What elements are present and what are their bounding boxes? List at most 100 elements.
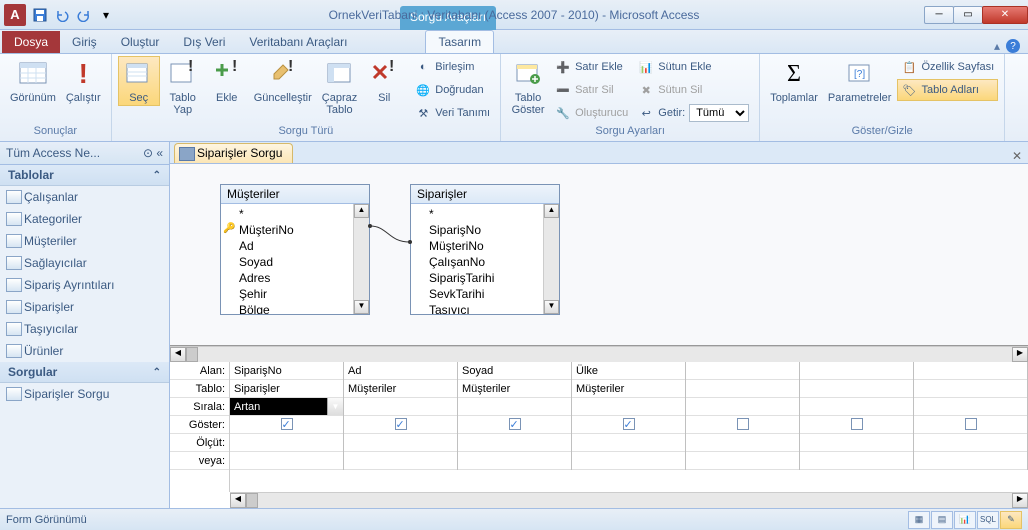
grid-cell-table[interactable] [686,380,799,398]
run-button[interactable]: ! Çalıştır [62,56,105,106]
select-query-button[interactable]: Seç [118,56,160,106]
scroll-up-icon[interactable]: ▲ [544,204,559,218]
design-view-icon[interactable]: ✎ [1000,511,1022,529]
maketable-button[interactable]: ! Tablo Yap [162,56,204,118]
grid-cell-table[interactable]: Müşteriler [458,380,571,398]
grid-cell-criteria[interactable] [230,434,343,452]
grid-cell-or[interactable] [914,452,1027,470]
grid-cell-show[interactable] [230,416,343,434]
scroll-right-icon[interactable]: ▶ [1012,347,1028,362]
grid-cell-table[interactable] [914,380,1027,398]
scroll-right-icon[interactable]: ▶ [1012,493,1028,508]
show-checkbox[interactable] [281,418,293,430]
builder-button[interactable]: 🔧Oluşturucu [551,102,632,124]
grid-cell-field[interactable] [686,362,799,380]
grid-cell-sort[interactable] [914,398,1027,416]
insertcol-button[interactable]: 📊Sütun Ekle [634,56,753,78]
field-item[interactable]: MüşteriNo [221,222,353,238]
help-icon[interactable]: ? [1006,39,1020,53]
chart-view-icon[interactable]: 📊 [954,511,976,529]
close-button[interactable]: ✕ [982,6,1028,24]
nav-dropdown-icon[interactable]: ⊙ « [143,146,163,160]
minimize-button[interactable]: ─ [924,6,954,24]
update-button[interactable]: ! Güncelleştir [250,56,316,106]
tab-home[interactable]: Giriş [60,31,109,53]
qat-undo-icon[interactable] [52,5,72,25]
show-checkbox[interactable] [395,418,407,430]
nav-tables-header[interactable]: Tablolar⌃ [0,165,169,186]
fieldlist-musteriler[interactable]: Müşteriler *MüşteriNoAdSoyadAdresŞehirBö… [220,184,370,315]
ribbon-minimize-icon[interactable]: ▴ [994,39,1000,53]
grid-cell-show[interactable] [572,416,685,434]
field-item[interactable]: MüşteriNo [411,238,543,254]
nav-item-table[interactable]: Kategoriler [0,208,169,230]
fieldlist-siparisler[interactable]: Siparişler *SiparişNoMüşteriNoÇalışanNoS… [410,184,560,315]
qat-customize-icon[interactable]: ▾ [96,5,116,25]
field-item[interactable]: Şehir [221,286,353,302]
show-checkbox[interactable] [851,418,863,430]
show-checkbox[interactable] [965,418,977,430]
grid-cell-or[interactable] [800,452,913,470]
field-item[interactable]: SiparişNo [411,222,543,238]
qat-redo-icon[interactable] [74,5,94,25]
field-item[interactable]: Taşıyıcı [411,302,543,314]
tab-external[interactable]: Dış Veri [171,31,237,53]
field-item[interactable]: Adres [221,270,353,286]
field-item[interactable]: SevkTarihi [411,286,543,302]
nav-item-table[interactable]: Taşıyıcılar [0,318,169,340]
grid-cell-or[interactable] [686,452,799,470]
field-item[interactable]: Bölge [221,302,353,314]
scroll-down-icon[interactable]: ▼ [544,300,559,314]
grid-cell-criteria[interactable] [572,434,685,452]
return-combo[interactable]: ↩Getir: Tümü [634,102,753,124]
grid-cell-criteria[interactable] [458,434,571,452]
deletecol-button[interactable]: ✖Sütun Sil [634,79,753,101]
grid-cell-sort[interactable] [344,398,457,416]
grid-cell-or[interactable] [344,452,457,470]
grid-cell-table[interactable]: Siparişler [230,380,343,398]
dropdown-icon[interactable]: ▼ [327,398,343,415]
relationship-pane[interactable]: Müşteriler *MüşteriNoAdSoyadAdresŞehirBö… [170,164,1028,346]
grid-cell-show[interactable] [458,416,571,434]
grid-cell-show[interactable] [344,416,457,434]
deleterow-button[interactable]: ➖Satır Sil [551,79,632,101]
sql-view-icon[interactable]: SQL [977,511,999,529]
grid-cell-show[interactable] [914,416,1027,434]
nav-item-table[interactable]: Sipariş Ayrıntıları [0,274,169,296]
pivot-view-icon[interactable]: ▤ [931,511,953,529]
showtable-button[interactable]: Tablo Göster [507,56,549,118]
tablenames-button[interactable]: 🏷Tablo Adları [897,79,998,101]
grid-cell-criteria[interactable] [800,434,913,452]
grid-cell-field[interactable] [800,362,913,380]
show-checkbox[interactable] [509,418,521,430]
grid-cell-sort[interactable] [800,398,913,416]
nav-item-table[interactable]: Çalışanlar [0,186,169,208]
field-item[interactable]: * [411,206,543,222]
datadef-button[interactable]: ⚒Veri Tanımı [411,102,494,124]
insertrow-button[interactable]: ➕Satır Ekle [551,56,632,78]
doc-close-icon[interactable]: ✕ [1006,149,1028,163]
tab-design[interactable]: Tasarım [425,30,494,53]
nav-header[interactable]: Tüm Access Ne... ⊙ « [0,142,169,165]
scroll-left-icon[interactable]: ◀ [230,493,246,508]
nav-item-table[interactable]: Sağlayıcılar [0,252,169,274]
view-button[interactable]: Görünüm [6,56,60,106]
tab-create[interactable]: Oluştur [109,31,172,53]
grid-cell-table[interactable]: Müşteriler [344,380,457,398]
parameters-button[interactable]: [?] Parametreler [824,56,896,106]
grid-cell-or[interactable] [230,452,343,470]
grid-cell-criteria[interactable] [344,434,457,452]
append-button[interactable]: ! Ekle [206,56,248,106]
grid-cell-field[interactable]: SiparişNo [230,362,343,380]
grid-cell-sort[interactable]: Artan▼ [230,398,343,416]
union-button[interactable]: ◐Birleşim [411,56,494,78]
grid-cell-table[interactable] [800,380,913,398]
lower-hscroll[interactable]: ◀ ▶ [230,492,1028,508]
upper-hscroll[interactable]: ◀ ▶ [170,346,1028,362]
field-item[interactable]: ÇalışanNo [411,254,543,270]
grid-cell-sort[interactable] [458,398,571,416]
crosstab-button[interactable]: Çapraz Tablo [318,56,361,118]
nav-item-table[interactable]: Ürünler [0,340,169,362]
grid-cell-field[interactable]: Soyad [458,362,571,380]
field-item[interactable]: SiparişTarihi [411,270,543,286]
